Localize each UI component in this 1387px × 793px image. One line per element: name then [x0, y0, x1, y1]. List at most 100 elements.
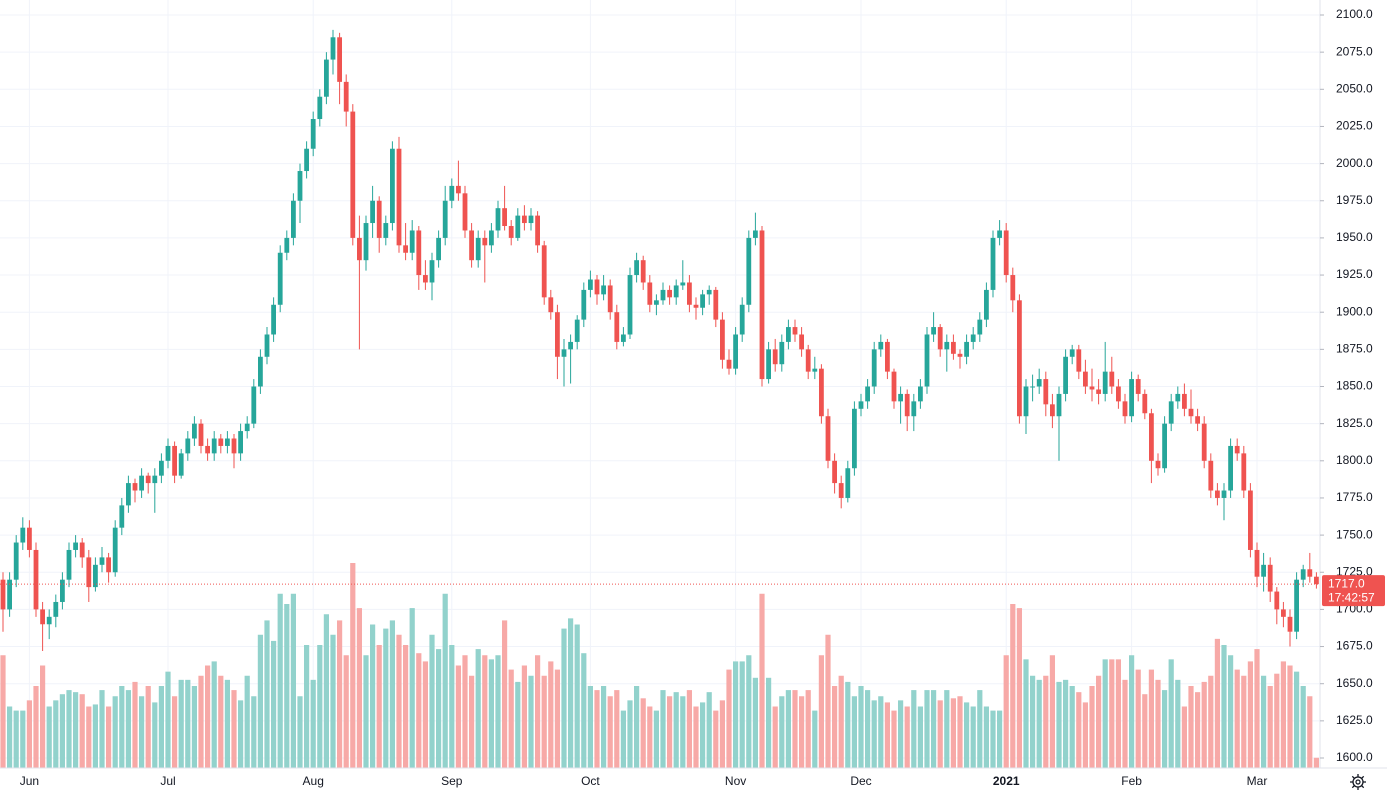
volume-bar	[1010, 604, 1016, 768]
candle-body	[396, 148, 402, 246]
volume-bar	[871, 700, 877, 768]
candle-body	[726, 359, 732, 369]
candle-body	[1221, 490, 1227, 498]
volume-bar	[838, 675, 844, 768]
candle-body	[495, 208, 501, 231]
candle-body	[1201, 423, 1207, 461]
volume-bar	[462, 655, 468, 768]
candle-body	[1314, 576, 1319, 585]
candle-body	[409, 230, 415, 253]
volume-bar	[1122, 679, 1128, 768]
volume-bar	[244, 675, 250, 768]
candle-body	[1162, 423, 1167, 469]
candle-body	[86, 557, 92, 588]
volume-bar	[680, 696, 686, 768]
x-tick-label: Nov	[725, 774, 746, 788]
volume-pane	[0, 563, 1319, 768]
volume-bar	[977, 690, 983, 768]
volume-bar	[1096, 675, 1102, 768]
candle-body	[1228, 445, 1233, 491]
candle-body	[957, 353, 963, 357]
candle-body	[911, 401, 917, 417]
volume-bar	[218, 675, 224, 768]
volume-bar	[482, 655, 488, 768]
volume-bar	[521, 665, 527, 768]
volume-bar	[891, 710, 897, 768]
candle-body	[238, 431, 243, 454]
volume-bar	[865, 690, 871, 768]
volume-bar	[66, 690, 72, 768]
candle-body	[376, 200, 382, 238]
candle-body	[442, 200, 448, 238]
volume-bar	[917, 706, 923, 768]
candle-body	[416, 230, 422, 276]
candle-body	[132, 483, 138, 491]
candle-body	[1175, 393, 1181, 402]
candle-body	[244, 423, 250, 432]
volume-bar	[944, 690, 950, 768]
last-price-box	[1322, 575, 1385, 607]
candle-body	[1129, 379, 1134, 417]
volume-bar	[1129, 655, 1135, 768]
volume-bar	[376, 645, 382, 768]
volume-bar	[878, 696, 884, 768]
candle-body	[944, 341, 950, 350]
volume-bar	[1003, 655, 1009, 768]
y-tick-label: 2025.0	[1336, 119, 1373, 133]
volume-bar	[812, 710, 818, 768]
volume-bar	[1247, 661, 1253, 768]
candle-body	[7, 579, 12, 610]
y-tick-label: 1725.0	[1336, 564, 1373, 578]
volume-bar	[350, 563, 356, 768]
volume-bar	[858, 686, 864, 768]
volume-bar	[1135, 669, 1141, 768]
candle-body	[93, 564, 98, 588]
volume-bar	[1300, 686, 1306, 768]
candle-body	[139, 475, 144, 491]
candle-body	[1083, 371, 1088, 387]
candle-body	[680, 282, 686, 286]
candle-body	[1149, 413, 1154, 461]
volume-bar	[719, 700, 725, 768]
volume-bar	[53, 700, 59, 768]
candle-body	[20, 527, 26, 543]
volume-bar	[528, 675, 534, 768]
volume-bar	[475, 649, 481, 768]
volume-bar	[145, 686, 151, 768]
y-tick-label: 2075.0	[1336, 44, 1373, 58]
volume-bar	[389, 620, 395, 768]
volume-bar	[601, 686, 607, 768]
candle-body	[436, 237, 441, 261]
candle-body	[832, 460, 837, 484]
candle-body	[330, 37, 336, 60]
volume-bar	[46, 706, 52, 768]
candle-body	[634, 260, 639, 276]
volume-bar	[594, 690, 600, 768]
candle-body	[337, 37, 342, 82]
volume-bar	[396, 634, 402, 768]
volume-bar	[310, 679, 316, 768]
candle-body	[1017, 300, 1022, 417]
volume-bar	[224, 679, 230, 768]
candle-body	[964, 341, 969, 357]
volume-bar	[1089, 686, 1095, 768]
volume-bar	[1016, 608, 1022, 768]
volume-bar	[614, 690, 620, 768]
x-tick-label: Jul	[160, 774, 175, 788]
candle-body	[891, 371, 897, 402]
volume-bar	[1142, 694, 1148, 768]
candle-body	[924, 334, 930, 387]
volume-bar	[403, 645, 409, 768]
volume-bar	[211, 661, 217, 768]
x-tick-label: Sep	[441, 774, 463, 788]
candle-body	[1036, 379, 1042, 387]
volume-bar	[587, 686, 593, 768]
candle-body	[462, 193, 468, 231]
candle-body	[772, 349, 778, 365]
settings-icon[interactable]	[1350, 774, 1366, 790]
volume-bar	[1069, 686, 1075, 768]
candle-body	[119, 505, 125, 528]
candle-body	[1248, 490, 1253, 550]
volume-bar	[818, 655, 824, 768]
candle-body	[211, 438, 217, 454]
